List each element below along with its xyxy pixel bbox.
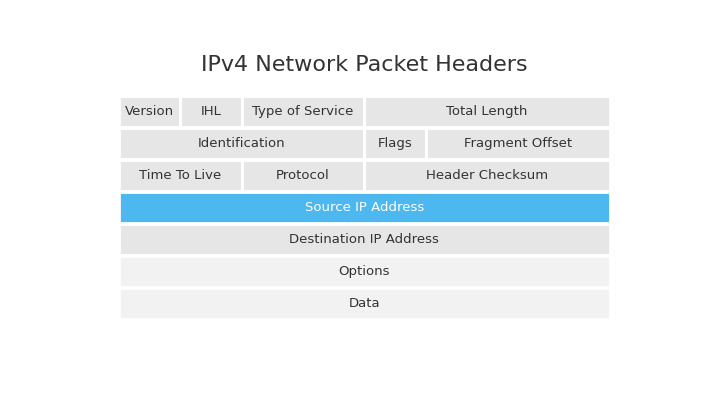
Bar xyxy=(181,96,242,127)
Text: Source IP Address: Source IP Address xyxy=(305,201,424,214)
Text: Identification: Identification xyxy=(198,137,286,150)
Text: Header Checksum: Header Checksum xyxy=(426,169,548,182)
Text: Options: Options xyxy=(338,265,390,278)
Text: Total Length: Total Length xyxy=(447,105,528,118)
Bar xyxy=(119,224,609,255)
Bar xyxy=(119,129,364,159)
Bar xyxy=(119,96,181,127)
Bar xyxy=(119,256,609,287)
Text: Time To Live: Time To Live xyxy=(139,169,222,182)
Text: Flags: Flags xyxy=(378,137,412,150)
Bar xyxy=(119,288,609,319)
Bar xyxy=(242,96,364,127)
Bar xyxy=(364,160,609,191)
Text: Data: Data xyxy=(348,297,380,310)
Bar xyxy=(119,192,609,223)
Text: Protocol: Protocol xyxy=(276,169,330,182)
Text: IPv4 Network Packet Headers: IPv4 Network Packet Headers xyxy=(201,56,528,75)
Text: Type of Service: Type of Service xyxy=(252,105,354,118)
Bar xyxy=(119,160,242,191)
Bar xyxy=(364,96,609,127)
Text: Fragment Offset: Fragment Offset xyxy=(464,137,572,150)
Bar xyxy=(242,160,364,191)
Bar xyxy=(364,129,426,159)
Bar xyxy=(426,129,609,159)
Text: IHL: IHL xyxy=(201,105,222,118)
Text: Destination IP Address: Destination IP Address xyxy=(289,233,439,246)
Text: Version: Version xyxy=(125,105,174,118)
